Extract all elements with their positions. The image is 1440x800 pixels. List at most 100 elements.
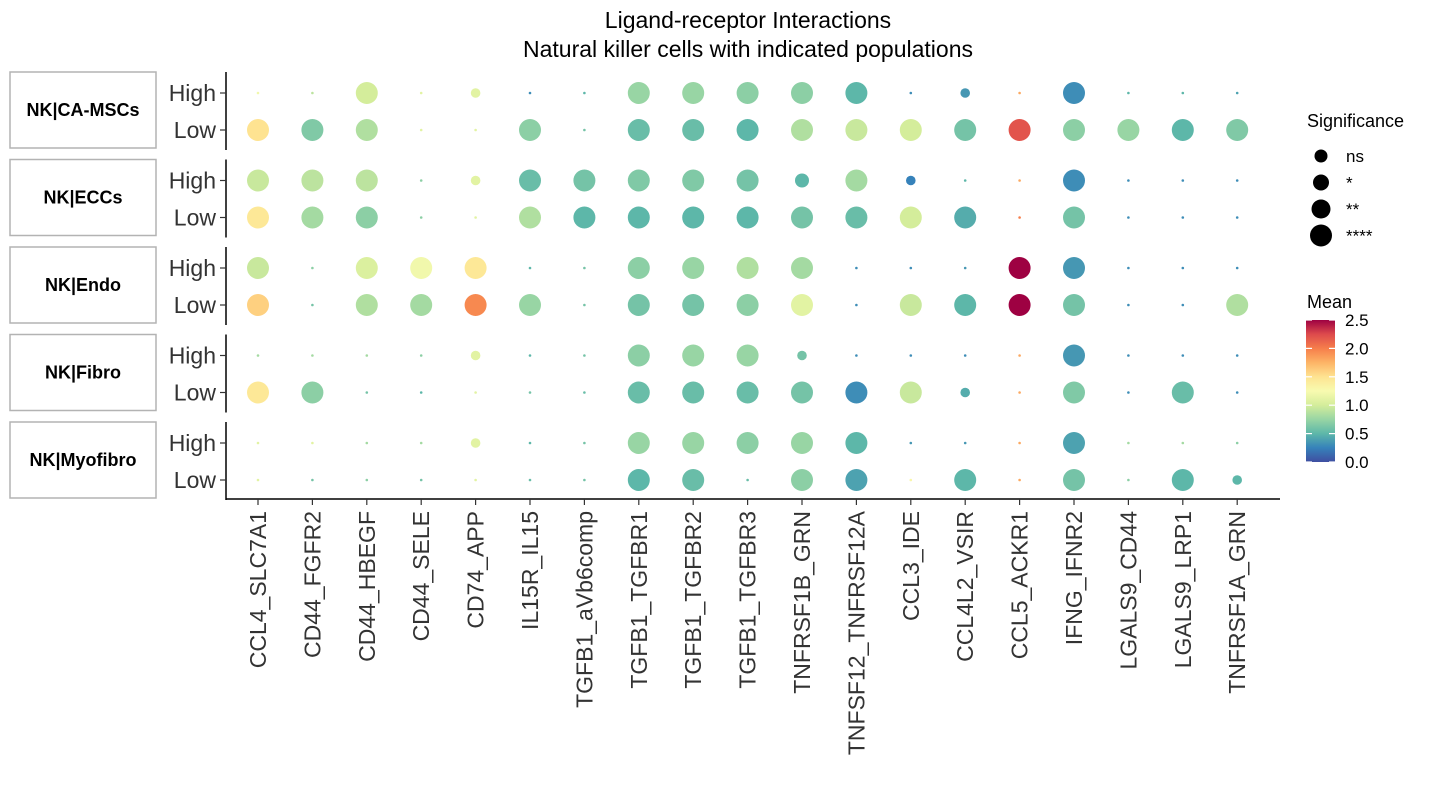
data-point: [247, 206, 269, 229]
data-point: [1018, 179, 1021, 182]
data-point: [256, 354, 260, 357]
data-point: [791, 206, 813, 229]
x-tick-label: TNFSF12_TNFRSF12A: [843, 510, 869, 755]
data-point: [1181, 216, 1185, 219]
size-legend-key: [1314, 149, 1328, 163]
y-tick-label: High: [169, 168, 216, 194]
data-point: [1232, 475, 1242, 485]
data-point: [1127, 91, 1130, 95]
data-point: [573, 206, 596, 229]
data-point: [954, 469, 977, 491]
data-point: [365, 354, 369, 357]
data-point: [682, 257, 705, 279]
data-point: [1235, 179, 1239, 182]
data-point: [909, 266, 913, 270]
data-point: [1171, 119, 1194, 141]
data-point: [627, 294, 650, 316]
data-point: [301, 381, 324, 404]
data-point: [1063, 169, 1085, 192]
data-point: [1235, 91, 1239, 95]
data-point: [470, 438, 481, 448]
x-tick-label: TNFRSF1B_GRN: [789, 511, 815, 694]
data-point: [736, 206, 759, 229]
data-point: [1063, 344, 1085, 367]
data-point: [963, 441, 967, 445]
data-point: [1127, 303, 1130, 307]
data-point: [963, 179, 967, 182]
data-point: [1127, 179, 1130, 182]
data-point: [1063, 82, 1085, 104]
data-point: [682, 169, 705, 192]
data-point: [627, 381, 650, 404]
facet-panel: NK|ECCs High Low: [9, 158, 1239, 238]
data-point: [909, 354, 913, 357]
data-point: [1008, 119, 1031, 141]
data-point: [845, 119, 868, 141]
data-point: [519, 119, 541, 141]
data-point: [1127, 478, 1130, 482]
x-tick-label: CD74_APP: [463, 511, 489, 629]
data-point: [1127, 354, 1130, 357]
data-point: [746, 478, 749, 482]
y-tick-label: High: [169, 430, 216, 456]
x-tick-label: LGALS9_LRP1: [1170, 511, 1196, 668]
data-point: [311, 441, 314, 445]
data-point: [845, 169, 868, 192]
facet-label: NK|CA-MSCs: [26, 100, 139, 120]
data-point: [1127, 441, 1130, 445]
data-point: [736, 381, 759, 404]
data-point: [519, 206, 541, 229]
data-point: [528, 266, 532, 270]
data-point: [1127, 266, 1130, 270]
facet-panel: NK|Myofibro High Low: [9, 421, 1242, 500]
data-point: [736, 169, 759, 192]
data-point: [474, 128, 477, 132]
data-point: [470, 350, 481, 361]
data-point: [797, 350, 807, 361]
data-point: [247, 257, 269, 279]
facet-label: NK|ECCs: [43, 188, 122, 208]
data-point: [311, 354, 314, 357]
data-point: [419, 128, 423, 132]
data-point: [528, 391, 532, 394]
data-point: [1018, 478, 1021, 482]
data-point: [954, 206, 977, 229]
data-point: [1181, 91, 1185, 95]
data-point: [682, 381, 705, 404]
x-tick-label: CD44_SELE: [408, 511, 434, 641]
x-tick-label: TGFB1_TGFBR2: [680, 511, 706, 689]
data-point: [355, 119, 378, 141]
data-point: [474, 391, 477, 394]
size-legend-label: **: [1346, 200, 1360, 219]
data-point: [1063, 206, 1085, 229]
data-point: [627, 344, 650, 367]
data-point: [583, 303, 586, 307]
data-point: [791, 432, 813, 454]
facet-strip: [9, 333, 157, 412]
color-legend-label: 1.0: [1345, 396, 1369, 415]
data-point: [256, 441, 260, 445]
data-point: [1181, 441, 1185, 445]
facet-panel: NK|Fibro High Low: [9, 333, 1239, 413]
facet-label: NK|Fibro: [45, 363, 121, 383]
chart-subtitle: Natural killer cells with indicated popu…: [523, 36, 973, 62]
data-point: [963, 354, 967, 357]
data-point: [1235, 216, 1239, 219]
data-point: [909, 478, 913, 482]
data-point: [899, 206, 922, 229]
y-tick-label: High: [169, 80, 216, 106]
data-point: [1171, 469, 1194, 491]
y-tick-label: Low: [174, 292, 217, 318]
data-point: [419, 441, 423, 445]
size-legend-key: [1313, 174, 1329, 191]
data-point: [1235, 441, 1239, 445]
data-point: [256, 478, 260, 482]
x-tick-label: TGFB1_aVb6comp: [571, 511, 597, 708]
data-point: [1235, 266, 1239, 270]
data-point: [410, 257, 433, 279]
x-tick-label: IL15R_IL15: [517, 511, 543, 630]
color-legend-label: 0.0: [1345, 453, 1369, 472]
chart-title: Ligand-receptor Interactions: [605, 7, 891, 33]
data-point: [906, 175, 916, 186]
